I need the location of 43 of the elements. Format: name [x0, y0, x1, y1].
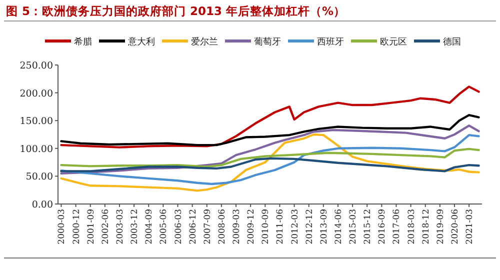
legend-label: 意大利 — [127, 36, 155, 48]
x-tick-label: 2000-12 — [72, 209, 82, 244]
x-tick-label: 2010-09 — [261, 209, 272, 244]
legend-label: 葡萄牙 — [254, 36, 281, 48]
legend-label: 西班牙 — [317, 36, 344, 48]
legend-label: 希腊 — [74, 36, 92, 48]
x-tick-label: 2011-06 — [276, 209, 286, 244]
y-tick-label: 200.00 — [20, 88, 53, 100]
x-tick-label: 2012-12 — [304, 209, 315, 244]
legend-label: 爱尔兰 — [191, 36, 218, 48]
x-tick-label: 2018-12 — [421, 209, 432, 244]
x-tick-label: 2007-09 — [202, 209, 213, 244]
x-tick-label: 2002-06 — [100, 209, 111, 244]
x-tick-label: 2006-03 — [174, 209, 184, 244]
x-tick-label: 2016-09 — [378, 209, 388, 244]
x-tick-label: 2017-06 — [392, 209, 402, 244]
x-tick-label: 2006-12 — [188, 209, 198, 244]
chart-title: 图 5：欧洲债务压力国的政府部门 2013 年后整体加杠杆（%） — [6, 4, 346, 18]
legend-label: 欧元区 — [380, 36, 407, 48]
x-tick-label: 2000-03 — [57, 209, 68, 244]
y-tick-label: 0.00 — [32, 200, 53, 210]
x-tick-label: 2004-09 — [144, 209, 155, 244]
x-tick-label: 2001-09 — [86, 209, 96, 244]
x-tick-label: 2008-06 — [217, 209, 228, 244]
y-tick-label: 100.00 — [20, 144, 53, 155]
x-tick-label: 2015-12 — [363, 209, 374, 244]
x-tick-label: 2013-09 — [319, 209, 330, 244]
x-tick-label: 2018-03 — [406, 209, 417, 244]
x-tick-label: 2003-03 — [115, 209, 126, 244]
x-tick-label: 2019-09 — [436, 209, 446, 244]
y-tick-label: 250.00 — [20, 60, 53, 72]
x-tick-label: 2015-03 — [348, 209, 359, 244]
x-tick-label: 2021-03 — [465, 209, 476, 244]
x-tick-label: 2005-06 — [159, 209, 170, 244]
x-tick-label: 2009-12 — [246, 209, 257, 244]
x-tick-label: 2009-03 — [232, 209, 242, 244]
y-tick-label: 50.00 — [26, 172, 53, 183]
x-tick-label: 2003-12 — [130, 209, 140, 244]
x-tick-label: 2012-03 — [290, 209, 300, 244]
y-tick-label: 150.00 — [20, 116, 53, 128]
x-tick-label: 2014-06 — [334, 209, 344, 244]
legend-label: 德国 — [443, 36, 461, 48]
x-tick-label: 2020-06 — [450, 209, 460, 244]
